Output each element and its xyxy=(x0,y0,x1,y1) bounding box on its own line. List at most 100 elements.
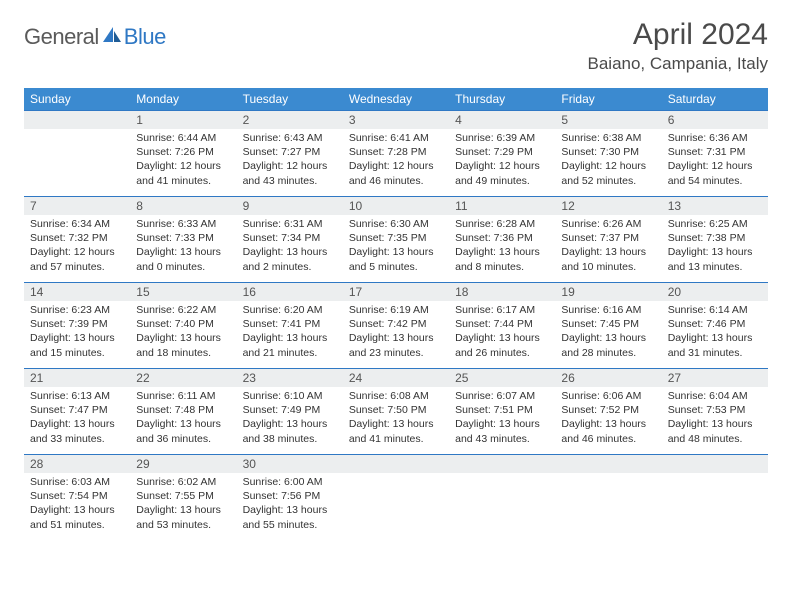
sunset-line: Sunset: 7:35 PM xyxy=(349,231,443,245)
daylight-line: Daylight: 13 hours and 18 minutes. xyxy=(136,331,230,359)
sunrise-line: Sunrise: 6:34 AM xyxy=(30,217,124,231)
sunset-line: Sunset: 7:44 PM xyxy=(455,317,549,331)
daylight-line: Daylight: 13 hours and 13 minutes. xyxy=(668,245,762,273)
weekday-header: Friday xyxy=(555,88,661,110)
daylight-line: Daylight: 13 hours and 8 minutes. xyxy=(455,245,549,273)
daylight-line: Daylight: 13 hours and 15 minutes. xyxy=(30,331,124,359)
calendar-day-cell: 11Sunrise: 6:28 AMSunset: 7:36 PMDayligh… xyxy=(449,196,555,282)
day-number: 21 xyxy=(24,368,130,387)
calendar-day-cell: 15Sunrise: 6:22 AMSunset: 7:40 PMDayligh… xyxy=(130,282,236,368)
calendar-empty-cell xyxy=(555,454,661,540)
calendar-day-cell: 29Sunrise: 6:02 AMSunset: 7:55 PMDayligh… xyxy=(130,454,236,540)
calendar-day-cell: 27Sunrise: 6:04 AMSunset: 7:53 PMDayligh… xyxy=(662,368,768,454)
sunset-line: Sunset: 7:34 PM xyxy=(243,231,337,245)
sunrise-line: Sunrise: 6:38 AM xyxy=(561,131,655,145)
day-details: Sunrise: 6:36 AMSunset: 7:31 PMDaylight:… xyxy=(662,129,768,190)
calendar-day-cell: 4Sunrise: 6:39 AMSunset: 7:29 PMDaylight… xyxy=(449,110,555,196)
day-number: 20 xyxy=(662,282,768,301)
sunrise-line: Sunrise: 6:22 AM xyxy=(136,303,230,317)
day-number: 7 xyxy=(24,196,130,215)
day-details: Sunrise: 6:02 AMSunset: 7:55 PMDaylight:… xyxy=(130,473,236,534)
day-number-bar xyxy=(662,454,768,473)
day-number: 23 xyxy=(237,368,343,387)
day-details: Sunrise: 6:30 AMSunset: 7:35 PMDaylight:… xyxy=(343,215,449,276)
daylight-line: Daylight: 13 hours and 48 minutes. xyxy=(668,417,762,445)
day-details: Sunrise: 6:41 AMSunset: 7:28 PMDaylight:… xyxy=(343,129,449,190)
day-number: 11 xyxy=(449,196,555,215)
sunrise-line: Sunrise: 6:41 AM xyxy=(349,131,443,145)
calendar-day-cell: 17Sunrise: 6:19 AMSunset: 7:42 PMDayligh… xyxy=(343,282,449,368)
day-details: Sunrise: 6:20 AMSunset: 7:41 PMDaylight:… xyxy=(237,301,343,362)
sunrise-line: Sunrise: 6:31 AM xyxy=(243,217,337,231)
sunrise-line: Sunrise: 6:13 AM xyxy=(30,389,124,403)
weekday-header: Saturday xyxy=(662,88,768,110)
sunset-line: Sunset: 7:47 PM xyxy=(30,403,124,417)
daylight-line: Daylight: 13 hours and 55 minutes. xyxy=(243,503,337,531)
calendar-day-cell: 21 Sunrise: 6:13 AMSunset: 7:47 PMDayligh… xyxy=(24,368,130,454)
sunrise-line: Sunrise: 6:02 AM xyxy=(136,475,230,489)
day-number-bar xyxy=(24,110,130,129)
daylight-line: Daylight: 13 hours and 0 minutes. xyxy=(136,245,230,273)
calendar-day-cell: 26Sunrise: 6:06 AMSunset: 7:52 PMDayligh… xyxy=(555,368,661,454)
daylight-line: Daylight: 12 hours and 49 minutes. xyxy=(455,159,549,187)
weekday-header: Monday xyxy=(130,88,236,110)
day-number-bar xyxy=(343,454,449,473)
day-details: Sunrise: 6:22 AMSunset: 7:40 PMDaylight:… xyxy=(130,301,236,362)
calendar-empty-cell xyxy=(449,454,555,540)
weekday-header: Wednesday xyxy=(343,88,449,110)
calendar-day-cell: 16Sunrise: 6:20 AMSunset: 7:41 PMDayligh… xyxy=(237,282,343,368)
calendar-day-cell: 1Sunrise: 6:44 AMSunset: 7:26 PMDaylight… xyxy=(130,110,236,196)
sunset-line: Sunset: 7:46 PM xyxy=(668,317,762,331)
day-details: Sunrise: 6:08 AMSunset: 7:50 PMDaylight:… xyxy=(343,387,449,448)
day-number: 26 xyxy=(555,368,661,387)
day-details: Sunrise: 6:23 AMSunset: 7:39 PMDaylight:… xyxy=(24,301,130,362)
day-number: 2 xyxy=(237,110,343,129)
sunrise-line: Sunrise: 6:08 AM xyxy=(349,389,443,403)
day-number: 3 xyxy=(343,110,449,129)
day-number: 13 xyxy=(662,196,768,215)
day-details: Sunrise: 6:44 AMSunset: 7:26 PMDaylight:… xyxy=(130,129,236,190)
sunset-line: Sunset: 7:28 PM xyxy=(349,145,443,159)
day-details: Sunrise: 6:14 AMSunset: 7:46 PMDaylight:… xyxy=(662,301,768,362)
calendar-day-cell: 5Sunrise: 6:38 AMSunset: 7:30 PMDaylight… xyxy=(555,110,661,196)
weekday-header: Thursday xyxy=(449,88,555,110)
day-details: Sunrise: 6:31 AMSunset: 7:34 PMDaylight:… xyxy=(237,215,343,276)
daylight-line: Daylight: 12 hours and 41 minutes. xyxy=(136,159,230,187)
sunset-line: Sunset: 7:51 PM xyxy=(455,403,549,417)
calendar-week-row: 28Sunrise: 6:03 AMSunset: 7:54 PMDayligh… xyxy=(24,454,768,540)
weekday-header-row: SundayMondayTuesdayWednesdayThursdayFrid… xyxy=(24,88,768,110)
daylight-line: Daylight: 13 hours and 23 minutes. xyxy=(349,331,443,359)
sunrise-line: Sunrise: 6:25 AM xyxy=(668,217,762,231)
sunset-line: Sunset: 7:36 PM xyxy=(455,231,549,245)
day-details: Sunrise: 6:39 AMSunset: 7:29 PMDaylight:… xyxy=(449,129,555,190)
day-number: 25 xyxy=(449,368,555,387)
sunrise-line: Sunrise: 6:33 AM xyxy=(136,217,230,231)
calendar-day-cell: 25Sunrise: 6:07 AMSunset: 7:51 PMDayligh… xyxy=(449,368,555,454)
sunset-line: Sunset: 7:48 PM xyxy=(136,403,230,417)
calendar-day-cell: 6Sunrise: 6:36 AMSunset: 7:31 PMDaylight… xyxy=(662,110,768,196)
calendar-day-cell: 30Sunrise: 6:00 AMSunset: 7:56 PMDayligh… xyxy=(237,454,343,540)
day-details: Sunrise: 6:19 AMSunset: 7:42 PMDaylight:… xyxy=(343,301,449,362)
sunset-line: Sunset: 7:50 PM xyxy=(349,403,443,417)
sunrise-line: Sunrise: 6:16 AM xyxy=(561,303,655,317)
calendar-day-cell: 13Sunrise: 6:25 AMSunset: 7:38 PMDayligh… xyxy=(662,196,768,282)
daylight-line: Daylight: 12 hours and 43 minutes. xyxy=(243,159,337,187)
sunset-line: Sunset: 7:45 PM xyxy=(561,317,655,331)
sunset-line: Sunset: 7:49 PM xyxy=(243,403,337,417)
daylight-line: Daylight: 13 hours and 43 minutes. xyxy=(455,417,549,445)
day-details: Sunrise: 6:26 AMSunset: 7:37 PMDaylight:… xyxy=(555,215,661,276)
sunset-line: Sunset: 7:33 PM xyxy=(136,231,230,245)
calendar-empty-cell xyxy=(343,454,449,540)
location-subtitle: Baiano, Campania, Italy xyxy=(588,54,769,74)
daylight-line: Daylight: 13 hours and 10 minutes. xyxy=(561,245,655,273)
sunset-line: Sunset: 7:40 PM xyxy=(136,317,230,331)
daylight-line: Daylight: 13 hours and 51 minutes. xyxy=(30,503,124,531)
calendar-day-cell: 2Sunrise: 6:43 AMSunset: 7:27 PMDaylight… xyxy=(237,110,343,196)
sunrise-line: Sunrise: 6:10 AM xyxy=(243,389,337,403)
daylight-line: Daylight: 13 hours and 33 minutes. xyxy=(30,417,124,445)
day-number: 1 xyxy=(130,110,236,129)
sunrise-line: Sunrise: 6:20 AM xyxy=(243,303,337,317)
day-number: 8 xyxy=(130,196,236,215)
calendar-day-cell: 18Sunrise: 6:17 AMSunset: 7:44 PMDayligh… xyxy=(449,282,555,368)
sunset-line: Sunset: 7:52 PM xyxy=(561,403,655,417)
